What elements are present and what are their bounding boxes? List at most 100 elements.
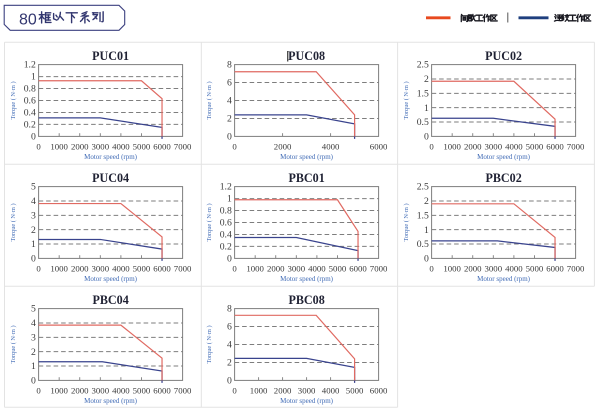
svg-text:5000: 5000 [525, 142, 543, 152]
svg-text:PUC02: PUC02 [485, 49, 522, 63]
svg-text:4: 4 [227, 340, 232, 351]
svg-text:0: 0 [30, 376, 35, 387]
svg-text:0.6: 0.6 [220, 218, 232, 229]
svg-text:6: 6 [227, 322, 232, 333]
svg-text:0.8: 0.8 [220, 206, 232, 217]
svg-text:6000: 6000 [350, 264, 368, 274]
svg-text:1: 1 [424, 225, 429, 236]
svg-text:1.5: 1.5 [416, 89, 428, 100]
svg-text:0: 0 [30, 254, 35, 265]
svg-text:2: 2 [30, 347, 35, 358]
svg-text:Torque ( N·m ): Torque ( N·m ) [9, 326, 16, 364]
svg-text:5000: 5000 [132, 264, 150, 274]
svg-text:0: 0 [227, 132, 232, 143]
svg-text:2.5: 2.5 [416, 60, 428, 71]
svg-text:0: 0 [424, 254, 429, 265]
svg-text:PBC04: PBC04 [92, 293, 128, 307]
svg-text:Torque ( N·m ): Torque ( N·m ) [402, 82, 409, 120]
svg-text:6000: 6000 [370, 386, 388, 396]
svg-text:6000: 6000 [546, 142, 564, 152]
svg-text:Torque ( N·m ): Torque ( N·m ) [9, 82, 16, 120]
svg-text:Motor speed (rpm): Motor speed (rpm) [280, 275, 334, 283]
svg-text:2: 2 [424, 74, 429, 85]
svg-text:0: 0 [30, 132, 35, 143]
svg-text:1.2: 1.2 [23, 60, 35, 71]
svg-text:0.5: 0.5 [416, 117, 428, 128]
svg-text:2.5: 2.5 [416, 182, 428, 193]
svg-text:2000: 2000 [274, 386, 292, 396]
svg-text:0: 0 [429, 142, 434, 152]
svg-text:PBC01: PBC01 [289, 171, 325, 185]
svg-text:7000: 7000 [370, 264, 388, 274]
svg-text:1: 1 [30, 72, 35, 83]
svg-text:4000: 4000 [322, 142, 340, 152]
svg-text:6000: 6000 [153, 142, 171, 152]
svg-text:2: 2 [227, 358, 232, 369]
svg-text:Torque ( N·m ): Torque ( N·m ) [206, 82, 213, 120]
svg-text:4: 4 [30, 196, 35, 207]
svg-text:2: 2 [30, 225, 35, 236]
svg-text:5000: 5000 [132, 142, 150, 152]
svg-text:Torque ( N·m ): Torque ( N·m ) [402, 204, 409, 242]
svg-text:Motor speed (rpm): Motor speed (rpm) [84, 153, 138, 161]
svg-text:5: 5 [30, 182, 35, 193]
svg-text:3000: 3000 [91, 142, 109, 152]
svg-text:5000: 5000 [525, 264, 543, 274]
svg-text:4: 4 [30, 318, 35, 329]
svg-text:1000: 1000 [50, 142, 68, 152]
svg-text:80: 80 [19, 12, 37, 29]
svg-text:0: 0 [227, 254, 232, 265]
svg-text:3000: 3000 [91, 264, 109, 274]
svg-text:7000: 7000 [173, 142, 191, 152]
svg-text:2000: 2000 [274, 142, 292, 152]
svg-text:Motor speed (rpm): Motor speed (rpm) [280, 397, 334, 405]
svg-text:5000: 5000 [132, 386, 150, 396]
svg-text:5000: 5000 [329, 264, 347, 274]
svg-text:PBC02: PBC02 [485, 171, 521, 185]
svg-text:4000: 4000 [505, 264, 523, 274]
svg-text:7000: 7000 [566, 264, 584, 274]
svg-text:Motor speed (rpm): Motor speed (rpm) [477, 275, 531, 283]
svg-text:0: 0 [227, 376, 232, 387]
svg-text:6000: 6000 [546, 264, 564, 274]
svg-text:3: 3 [30, 211, 35, 222]
svg-text:4000: 4000 [112, 386, 130, 396]
svg-text:2000: 2000 [464, 264, 482, 274]
svg-text:0: 0 [233, 386, 238, 396]
svg-text:3000: 3000 [484, 264, 502, 274]
svg-text:4000: 4000 [308, 264, 326, 274]
svg-text:5000: 5000 [346, 386, 364, 396]
svg-text:7000: 7000 [173, 264, 191, 274]
svg-text:Torque ( N·m ): Torque ( N·m ) [9, 204, 16, 242]
svg-text:5: 5 [30, 304, 35, 315]
svg-text:4000: 4000 [112, 142, 130, 152]
svg-text:7000: 7000 [566, 142, 584, 152]
svg-text:0.6: 0.6 [23, 96, 35, 107]
svg-text:1000: 1000 [250, 386, 268, 396]
svg-text:0.4: 0.4 [220, 230, 232, 241]
svg-text:2000: 2000 [464, 142, 482, 152]
svg-text:1000: 1000 [50, 264, 68, 274]
svg-text:1: 1 [424, 103, 429, 114]
svg-text:1000: 1000 [247, 264, 265, 274]
svg-text:0.4: 0.4 [23, 108, 35, 119]
svg-text:Torque ( N·m ): Torque ( N·m ) [206, 326, 213, 364]
svg-text:3000: 3000 [288, 264, 306, 274]
svg-text:6000: 6000 [153, 386, 171, 396]
svg-text:4000: 4000 [505, 142, 523, 152]
svg-text:Motor speed (rpm): Motor speed (rpm) [477, 153, 531, 161]
svg-text:3000: 3000 [91, 386, 109, 396]
svg-text:3000: 3000 [484, 142, 502, 152]
svg-text:6: 6 [227, 78, 232, 89]
svg-text:3000: 3000 [298, 386, 316, 396]
svg-text:1000: 1000 [443, 142, 461, 152]
svg-text:Motor speed (rpm): Motor speed (rpm) [280, 153, 334, 161]
svg-text:2: 2 [227, 114, 232, 125]
svg-text:0: 0 [36, 386, 41, 396]
svg-text:1000: 1000 [50, 386, 68, 396]
svg-text:0: 0 [424, 132, 429, 143]
svg-text:0.8: 0.8 [23, 84, 35, 95]
svg-text:1.5: 1.5 [416, 211, 428, 222]
svg-text:7000: 7000 [173, 386, 191, 396]
svg-text:3: 3 [30, 333, 35, 344]
